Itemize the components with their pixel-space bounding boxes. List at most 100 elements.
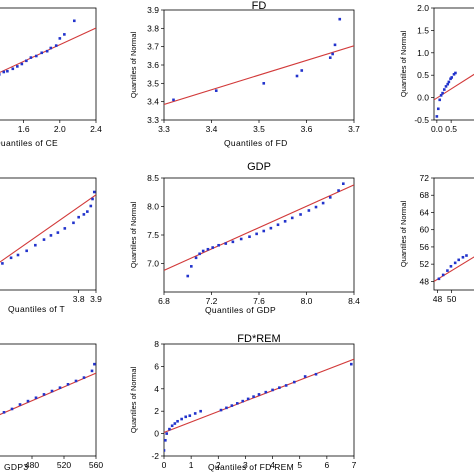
panel-title: FD — [252, 0, 267, 12]
data-point — [9, 256, 13, 260]
x-tick-label: 3.6 — [301, 124, 313, 134]
data-point — [25, 59, 28, 63]
x-tick-label: 3.4 — [206, 124, 218, 134]
panel-title: FD*REM — [237, 333, 280, 345]
data-point — [184, 415, 188, 419]
data-point — [257, 393, 261, 396]
data-point — [444, 85, 448, 88]
y-tick-label: 6 — [154, 361, 159, 371]
x-tick-label: 8.0 — [301, 296, 313, 306]
x-tick-label: 3.8 — [73, 294, 85, 304]
data-point — [447, 80, 451, 84]
data-point — [436, 107, 440, 111]
data-point — [262, 82, 266, 85]
y-tick-label: 3.7 — [147, 42, 159, 52]
x-tick-label: 48 — [433, 294, 443, 304]
data-point — [49, 234, 53, 237]
y-tick-label: 3.6 — [147, 60, 159, 70]
y-tick-label: 3.9 — [147, 5, 159, 15]
data-point — [283, 220, 287, 223]
y-tick-label: 3.4 — [147, 97, 159, 107]
data-point — [34, 243, 37, 247]
data-point — [2, 411, 6, 414]
y-tick-label: 0.0 — [417, 93, 429, 103]
data-point — [72, 221, 75, 225]
data-point — [186, 274, 190, 278]
data-point — [230, 404, 234, 407]
y-tick-label: 8 — [154, 339, 159, 349]
y-tick-label: 68 — [420, 190, 430, 200]
x-tick-label: 3.9 — [90, 294, 102, 304]
data-point — [262, 229, 266, 233]
data-point — [58, 386, 62, 389]
y-tick-label: 2.0 — [417, 3, 429, 13]
data-point — [465, 254, 468, 257]
data-point — [56, 231, 60, 234]
data-point — [303, 375, 307, 378]
x-tick-label: 1.6 — [18, 124, 30, 134]
plot-area — [0, 362, 96, 416]
data-point — [255, 232, 258, 236]
data-point — [235, 402, 239, 405]
x-tick-label: 2.0 — [54, 124, 66, 134]
data-point — [457, 258, 461, 262]
y-axis-title: Quantiles of Normal — [399, 201, 408, 268]
panel-t: 3.8 3.9 Quantiles of T — [0, 177, 102, 314]
y-tick-label: 8.5 — [147, 173, 159, 183]
x-tick-label: 520 — [57, 460, 71, 470]
data-point — [173, 422, 177, 425]
y-tick-label: 64 — [420, 207, 430, 217]
data-point — [333, 43, 337, 47]
data-point — [449, 265, 453, 268]
data-point — [328, 56, 332, 59]
data-point — [219, 408, 223, 412]
data-point — [90, 369, 94, 373]
reference-line — [164, 358, 354, 433]
panel-rem2: 48 50 48 52 56 60 64 68 72 Quantiles of Normal — [399, 173, 474, 304]
data-point — [25, 249, 28, 253]
data-point — [50, 389, 54, 393]
x-tick-label: 6 — [324, 460, 329, 470]
data-point — [6, 69, 9, 73]
data-point — [29, 56, 33, 59]
data-point — [10, 407, 14, 411]
data-point — [437, 277, 441, 281]
data-point — [35, 54, 38, 58]
data-point — [45, 49, 49, 53]
data-point — [441, 273, 445, 277]
y-tick-label: 0 — [154, 429, 159, 439]
y-tick-label: 3.5 — [147, 78, 159, 88]
x-tick-label: 7.2 — [206, 296, 218, 306]
data-point — [176, 419, 179, 423]
data-point — [11, 67, 15, 71]
data-point — [201, 249, 205, 253]
data-point — [93, 362, 96, 366]
data-point — [49, 46, 53, 50]
y-tick-label: 2 — [154, 406, 159, 416]
data-point — [170, 424, 174, 428]
reference-line — [434, 73, 474, 101]
data-point — [264, 390, 268, 394]
y-tick-label: 3.8 — [147, 23, 159, 33]
plot-area — [164, 17, 354, 105]
y-tick-label: -0.5 — [414, 115, 429, 125]
y-axis-title: Quantiles of Normal — [399, 31, 408, 98]
plot-frame — [163, 177, 355, 293]
data-point — [2, 70, 6, 74]
data-point — [338, 17, 342, 21]
data-point — [34, 396, 38, 400]
x-tick-label: 6.8 — [158, 296, 170, 306]
data-point — [284, 384, 288, 387]
x-tick-label: 3.7 — [348, 124, 360, 134]
data-point — [314, 205, 318, 209]
data-point — [337, 189, 340, 192]
data-point — [16, 253, 20, 257]
data-point — [214, 89, 218, 92]
x-tick-label: 4 — [270, 460, 275, 470]
data-point — [26, 399, 30, 403]
x-axis-title: Quantiles of GDP — [205, 305, 276, 315]
plot-frame — [433, 7, 474, 121]
